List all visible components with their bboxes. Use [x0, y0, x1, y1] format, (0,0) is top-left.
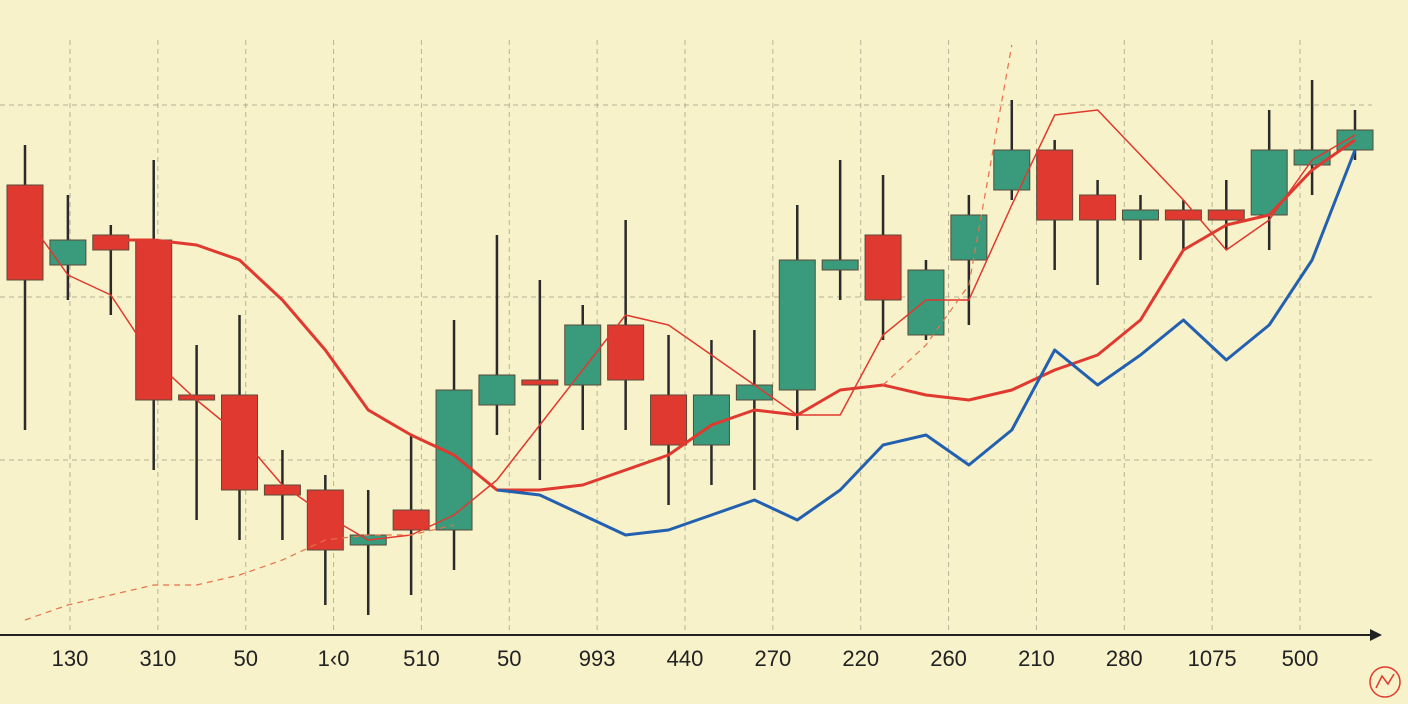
x-tick-label: 1‹0 — [318, 646, 350, 671]
candle-body — [1036, 149, 1074, 221]
x-tick-label: 210 — [1018, 646, 1055, 671]
x-tick-label: 280 — [1106, 646, 1143, 671]
candle-body — [392, 509, 430, 531]
candle-body — [221, 394, 259, 491]
candle-body — [607, 324, 645, 381]
x-tick-label: 50 — [497, 646, 521, 671]
line-series — [496, 149, 1357, 537]
candle-body — [49, 239, 87, 266]
x-tick-label: 1075 — [1188, 646, 1237, 671]
candle-body — [92, 234, 130, 251]
axis-arrow — [1370, 629, 1382, 641]
candle-body — [1079, 194, 1117, 221]
candle-body — [650, 394, 688, 446]
x-tick-label: 510 — [403, 646, 440, 671]
candle-body — [135, 239, 173, 401]
candle-body — [778, 259, 816, 391]
candle-body — [1121, 209, 1159, 221]
candle-body — [1207, 209, 1245, 221]
candle-body — [1250, 149, 1288, 216]
candle-body — [735, 384, 773, 401]
candle-body — [1164, 209, 1202, 221]
candle-body — [907, 269, 945, 336]
candle-body — [306, 489, 344, 551]
candle-body — [821, 259, 859, 271]
x-tick-label: 500 — [1282, 646, 1319, 671]
line-series — [24, 109, 1356, 541]
x-tick-label: 310 — [139, 646, 176, 671]
logo — [1369, 666, 1401, 698]
line-series — [110, 138, 1356, 492]
candle-body — [950, 214, 988, 261]
x-tick-label: 260 — [930, 646, 967, 671]
logo-icon — [1375, 673, 1395, 689]
candle-body — [521, 379, 559, 386]
candle-body — [435, 389, 473, 531]
x-tick-label: 993 — [579, 646, 616, 671]
x-tick-label: 50 — [233, 646, 257, 671]
candle-body — [864, 234, 902, 301]
candle-body — [478, 374, 516, 406]
candle-body — [993, 149, 1031, 191]
x-tick-label: 270 — [754, 646, 791, 671]
logo-ring — [1369, 666, 1401, 698]
x-tick-label: 440 — [667, 646, 704, 671]
x-tick-label: 130 — [52, 646, 89, 671]
plot — [6, 44, 1374, 621]
line-series — [24, 44, 1013, 621]
x-tick-label: 220 — [842, 646, 879, 671]
x-labels: 130 310 50 1‹0 510 50 993 440 270 220 260 210 280 107… — [52, 646, 1319, 671]
